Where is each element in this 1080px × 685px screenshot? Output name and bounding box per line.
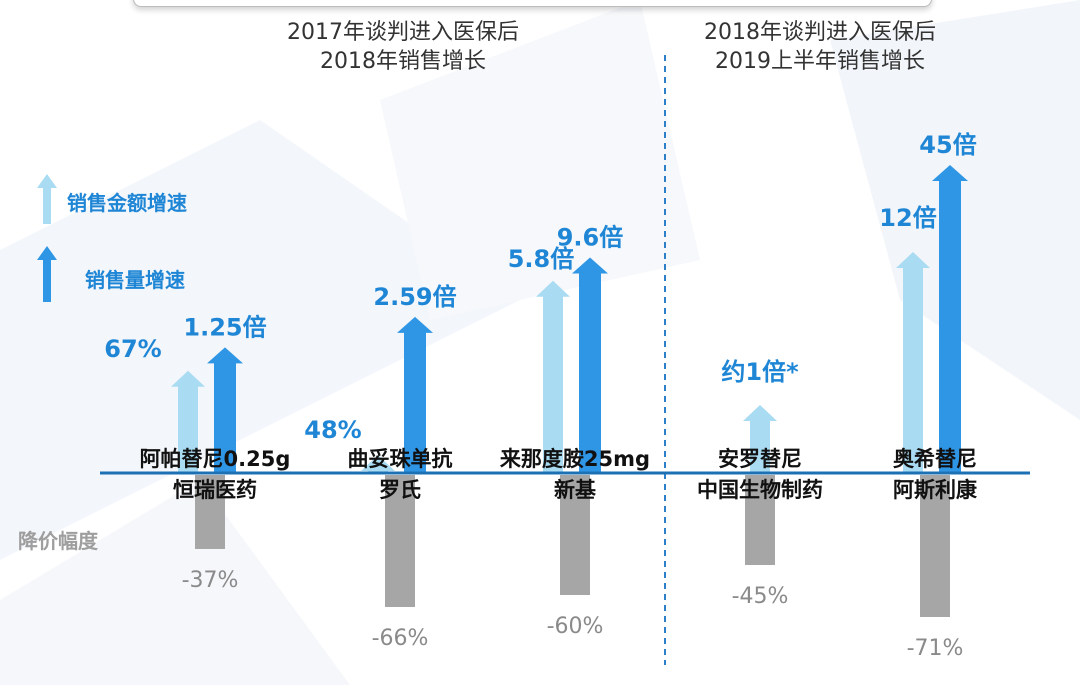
- amount-growth-arrow: [743, 405, 777, 473]
- light-arrow-icon: [37, 174, 57, 224]
- dark-arrow-icon: [37, 246, 57, 302]
- category-drug-label: 奥希替尼: [893, 447, 977, 471]
- price-cut-label: -37%: [182, 568, 239, 593]
- category-drug-label: 曲妥珠单抗: [348, 447, 453, 471]
- category-drug-label: 阿帕替尼0.25g: [140, 447, 291, 471]
- price-cut-bar: [195, 475, 225, 549]
- price-cut-bar: [560, 475, 590, 595]
- group-title-line: 2019上半年销售增长: [715, 49, 925, 74]
- category-company-label: 罗氏: [379, 478, 421, 502]
- volume-growth-arrow: [572, 257, 608, 473]
- amount-growth-arrow: [536, 280, 570, 473]
- group-title-2017: 2017年谈判进入医保后 2018年销售增长: [253, 18, 553, 76]
- amount-growth-arrow: [361, 455, 395, 473]
- amount-growth-arrow: [896, 252, 930, 473]
- legend-label-volume: 销售量增速: [85, 268, 185, 292]
- price-cut-label: -60%: [547, 614, 604, 639]
- price-cut-label: 降价幅度: [18, 529, 98, 553]
- category-company-label: 恒瑞医药: [173, 478, 257, 502]
- price-cut-bar: [385, 475, 415, 607]
- legend-label-amount: 销售金额增速: [67, 191, 187, 215]
- amount-growth-label: 48%: [304, 416, 361, 444]
- group-title-2018: 2018年谈判进入医保后 2019上半年销售增长: [670, 18, 970, 76]
- volume-growth-arrow: [932, 165, 968, 473]
- legend-item-amount: 销售金额增速: [35, 172, 265, 224]
- volume-growth-label: 45倍: [919, 131, 976, 159]
- amount-growth-label: 12倍: [879, 204, 936, 232]
- category-company-label: 中国生物制药: [697, 478, 823, 502]
- volume-growth-label: 2.59倍: [373, 283, 456, 311]
- category-company-label: 新基: [554, 478, 597, 502]
- category-drug-label: 安罗替尼: [718, 447, 802, 471]
- price-cut-label: -71%: [907, 636, 964, 661]
- price-cut-bar: [920, 475, 950, 617]
- legend-item-volume: 销售量增速: [35, 244, 265, 302]
- volume-growth-label: 9.6倍: [557, 223, 624, 251]
- amount-growth-label: 5.8倍: [508, 245, 575, 273]
- category-company-label: 阿斯利康: [893, 478, 978, 502]
- volume-growth-arrow: [397, 316, 433, 473]
- group-title-line: 2018年销售增长: [320, 49, 486, 74]
- price-cut-bar: [745, 475, 775, 565]
- volume-growth-label: 约1倍*: [721, 358, 799, 386]
- group-title-line: 2017年谈判进入医保后: [287, 20, 519, 45]
- price-cut-label: -66%: [372, 626, 429, 651]
- volume-growth-arrow: [207, 347, 243, 473]
- category-drug-label: 来那度胺25mg: [500, 447, 650, 471]
- price-cut-label: -45%: [732, 584, 789, 609]
- group-title-line: 2018年谈判进入医保后: [704, 20, 936, 45]
- amount-growth-label: 67%: [104, 335, 161, 363]
- amount-growth-arrow: [171, 370, 205, 473]
- volume-growth-label: 1.25倍: [183, 313, 266, 341]
